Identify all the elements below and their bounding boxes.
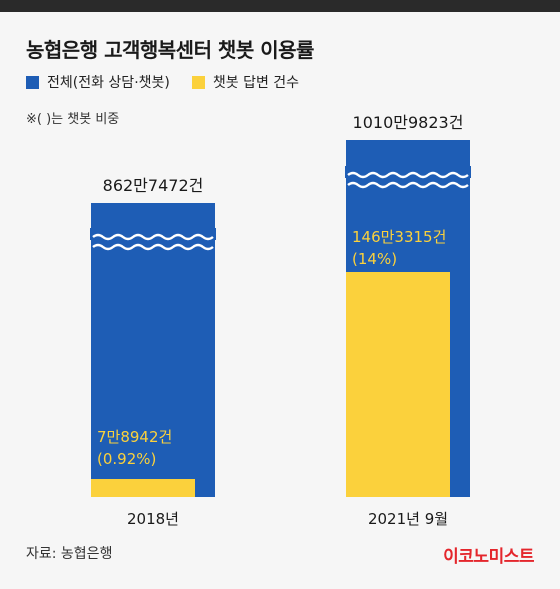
chatbot-share-label-0: (0.92%) [97, 450, 156, 468]
chart-note: ※( )는 챗봇 비중 [26, 112, 120, 127]
chart-title: 농협은행 고객행복센터 챗봇 이용률 [26, 38, 314, 62]
chatbot-label-1: 146만3315건 [352, 228, 446, 246]
category-label-0: 2018년 [127, 510, 179, 528]
total-label-0: 862만7472건 [103, 176, 204, 195]
legend-swatch-chatbot [191, 75, 205, 89]
source-label: 자료: 농협은행 [26, 546, 113, 562]
chatbot-share-label-1: (14%) [352, 250, 397, 268]
total-label-1: 1010만9823건 [353, 113, 464, 132]
chatbot-bar-1 [346, 272, 450, 497]
legend-label-chatbot: 챗봇 답변 건수 [212, 75, 300, 91]
chatbot-label-0: 7만8942건 [97, 428, 172, 446]
legend-swatch-total [26, 75, 39, 89]
brand-logo: 이코노미스트 [443, 547, 534, 567]
break-wave-top-1 [347, 171, 469, 179]
chatbot-bar-0 [91, 479, 195, 497]
legend-item-chatbot: 챗봇 답변 건수 [191, 72, 300, 92]
total-bar-0 [91, 203, 215, 497]
top-rule [0, 0, 560, 12]
legend-label-total: 전체(전화 상담·챗봇) [47, 75, 170, 91]
break-wave-bottom-1 [347, 181, 469, 189]
legend: 전체(전화 상담·챗봇) 챗봇 답변 건수 [26, 72, 321, 92]
break-wave-top-0 [92, 233, 214, 241]
legend-item-total: 전체(전화 상담·챗봇) [26, 72, 170, 92]
category-label-1: 2021년 9월 [368, 510, 448, 528]
break-wave-bottom-0 [92, 243, 214, 251]
